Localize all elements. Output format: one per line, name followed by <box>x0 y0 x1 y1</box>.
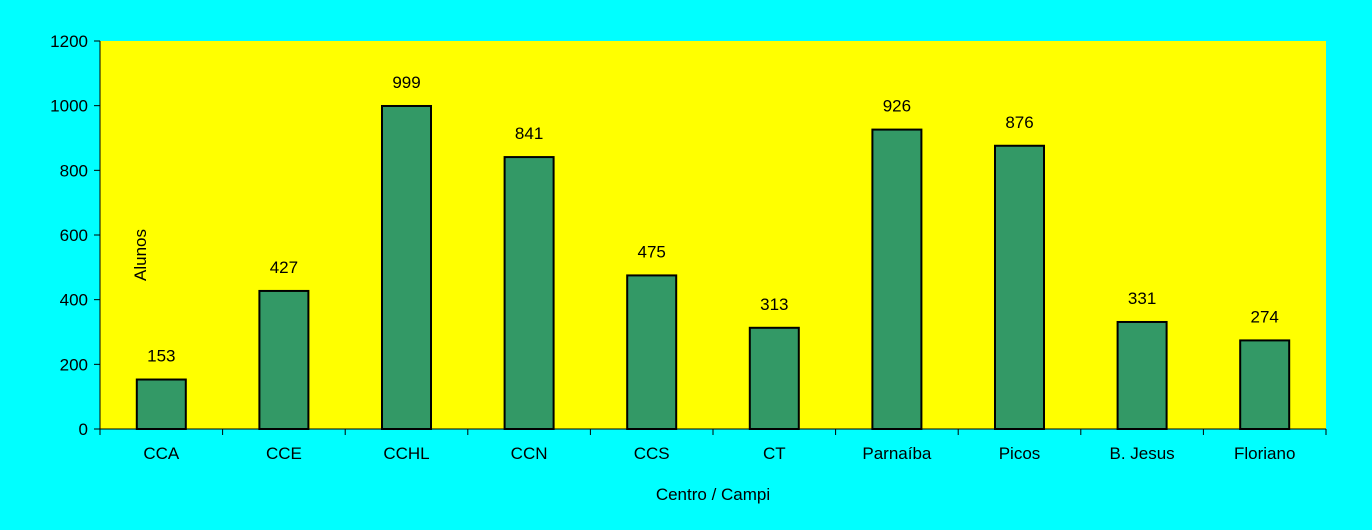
y-tick-label: 800 <box>60 161 88 180</box>
bar-value-label: 427 <box>270 258 298 277</box>
bar-value-label: 926 <box>883 97 911 116</box>
bar-ccs <box>626 274 678 430</box>
x-tick-label: CCA <box>143 444 180 463</box>
x-tick-label: CCE <box>266 444 302 463</box>
bar-floriano <box>1239 339 1291 431</box>
y-tick-label: 200 <box>60 355 88 374</box>
bar-ccn <box>503 156 555 430</box>
x-tick-label: Parnaíba <box>862 444 932 463</box>
bar-cce <box>258 289 310 431</box>
x-tick-label: CCN <box>511 444 548 463</box>
bar-value-label: 153 <box>147 347 175 366</box>
y-tick-label: 1200 <box>50 32 88 51</box>
x-tick-label: B. Jesus <box>1109 444 1174 463</box>
bar-cchl <box>381 104 432 431</box>
bar-b-jesus <box>1116 320 1168 430</box>
x-tick-label: Picos <box>999 444 1041 463</box>
bar-picos <box>994 144 1045 430</box>
bar-cca <box>135 378 187 430</box>
bar-ct <box>748 326 800 430</box>
x-tick-label: CCS <box>634 444 670 463</box>
bar-value-label: 331 <box>1128 289 1156 308</box>
bar-value-label: 313 <box>760 295 788 314</box>
labels-layer: 153 CCA 427 CCE 999 CCHL 841 CCN 475 CCS 313 CT 926 P… <box>50 32 1295 463</box>
bar-value-label: 475 <box>638 242 666 261</box>
y-tick-label: 0 <box>79 420 88 439</box>
bar-parna-ba <box>871 128 923 431</box>
x-tick-label: CCHL <box>383 444 429 463</box>
x-tick-label: Floriano <box>1234 444 1295 463</box>
bar-value-label: 876 <box>1005 113 1033 132</box>
bar-value-label: 841 <box>515 124 543 143</box>
axes-layer <box>94 40 1327 435</box>
y-tick-label: 1000 <box>50 97 88 116</box>
bar-value-label: 274 <box>1251 307 1279 326</box>
bars-layer <box>135 104 1291 431</box>
y-axis-label: Alunos <box>131 229 150 281</box>
y-tick-label: 600 <box>60 226 88 245</box>
y-tick-label: 400 <box>60 291 88 310</box>
x-tick-label: CT <box>763 444 786 463</box>
bar-value-label: 999 <box>392 73 420 92</box>
x-axis-label: Centro / Campi <box>656 485 770 504</box>
